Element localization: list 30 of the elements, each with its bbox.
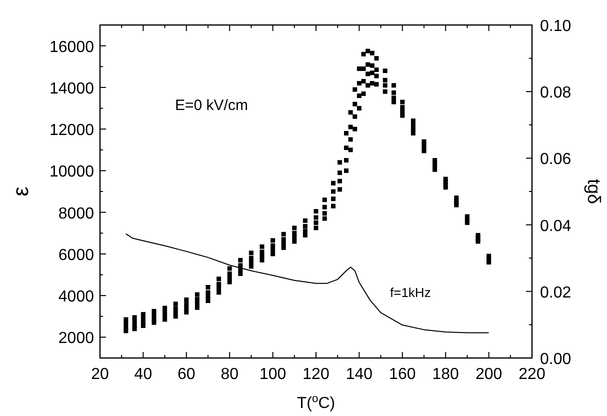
y-axis-title: ε bbox=[8, 186, 33, 196]
x-tick-label: 80 bbox=[220, 366, 239, 383]
x-axis-title: T($^{o}$C) bbox=[296, 393, 336, 412]
y2-tick-label: 0.02 bbox=[540, 284, 572, 302]
y-tick-label: 8000 bbox=[58, 205, 94, 222]
y-tick-label: 4000 bbox=[58, 288, 94, 306]
y-tick-label: 16000 bbox=[50, 38, 94, 56]
x-tick-label: 40 bbox=[134, 366, 152, 383]
x-tick-label: 60 bbox=[178, 366, 196, 383]
x-tick-label: 140 bbox=[346, 366, 373, 383]
y-tick-label: 14000 bbox=[50, 80, 94, 98]
annotation: f=1kHz bbox=[390, 285, 431, 300]
x-tick-label: 100 bbox=[259, 366, 286, 383]
y2-tick-label: 0.04 bbox=[540, 218, 572, 235]
x-tick-label: 120 bbox=[302, 366, 330, 383]
y-tick-label: 2000 bbox=[58, 330, 94, 348]
y2-axis-title: tgδ bbox=[584, 178, 604, 204]
x-tick-label: 220 bbox=[518, 366, 546, 383]
y2-tick-label: 0.08 bbox=[540, 84, 572, 102]
x-tick-label: 180 bbox=[432, 366, 460, 383]
x-tick-label: 200 bbox=[475, 366, 502, 383]
y2-tick-label: 0.10 bbox=[540, 18, 572, 35]
y2-tick-label: 0.06 bbox=[540, 151, 572, 168]
y-tick-label: 6000 bbox=[58, 246, 94, 264]
x-tick-label: 20 bbox=[91, 366, 109, 383]
annotation: E=0 kV/cm bbox=[175, 97, 248, 114]
y-tick-label: 10000 bbox=[50, 164, 94, 181]
y2-tick-label: 0.00 bbox=[540, 351, 572, 368]
y-tick-label: 12000 bbox=[50, 122, 94, 140]
x-tick-label: 160 bbox=[389, 366, 416, 383]
